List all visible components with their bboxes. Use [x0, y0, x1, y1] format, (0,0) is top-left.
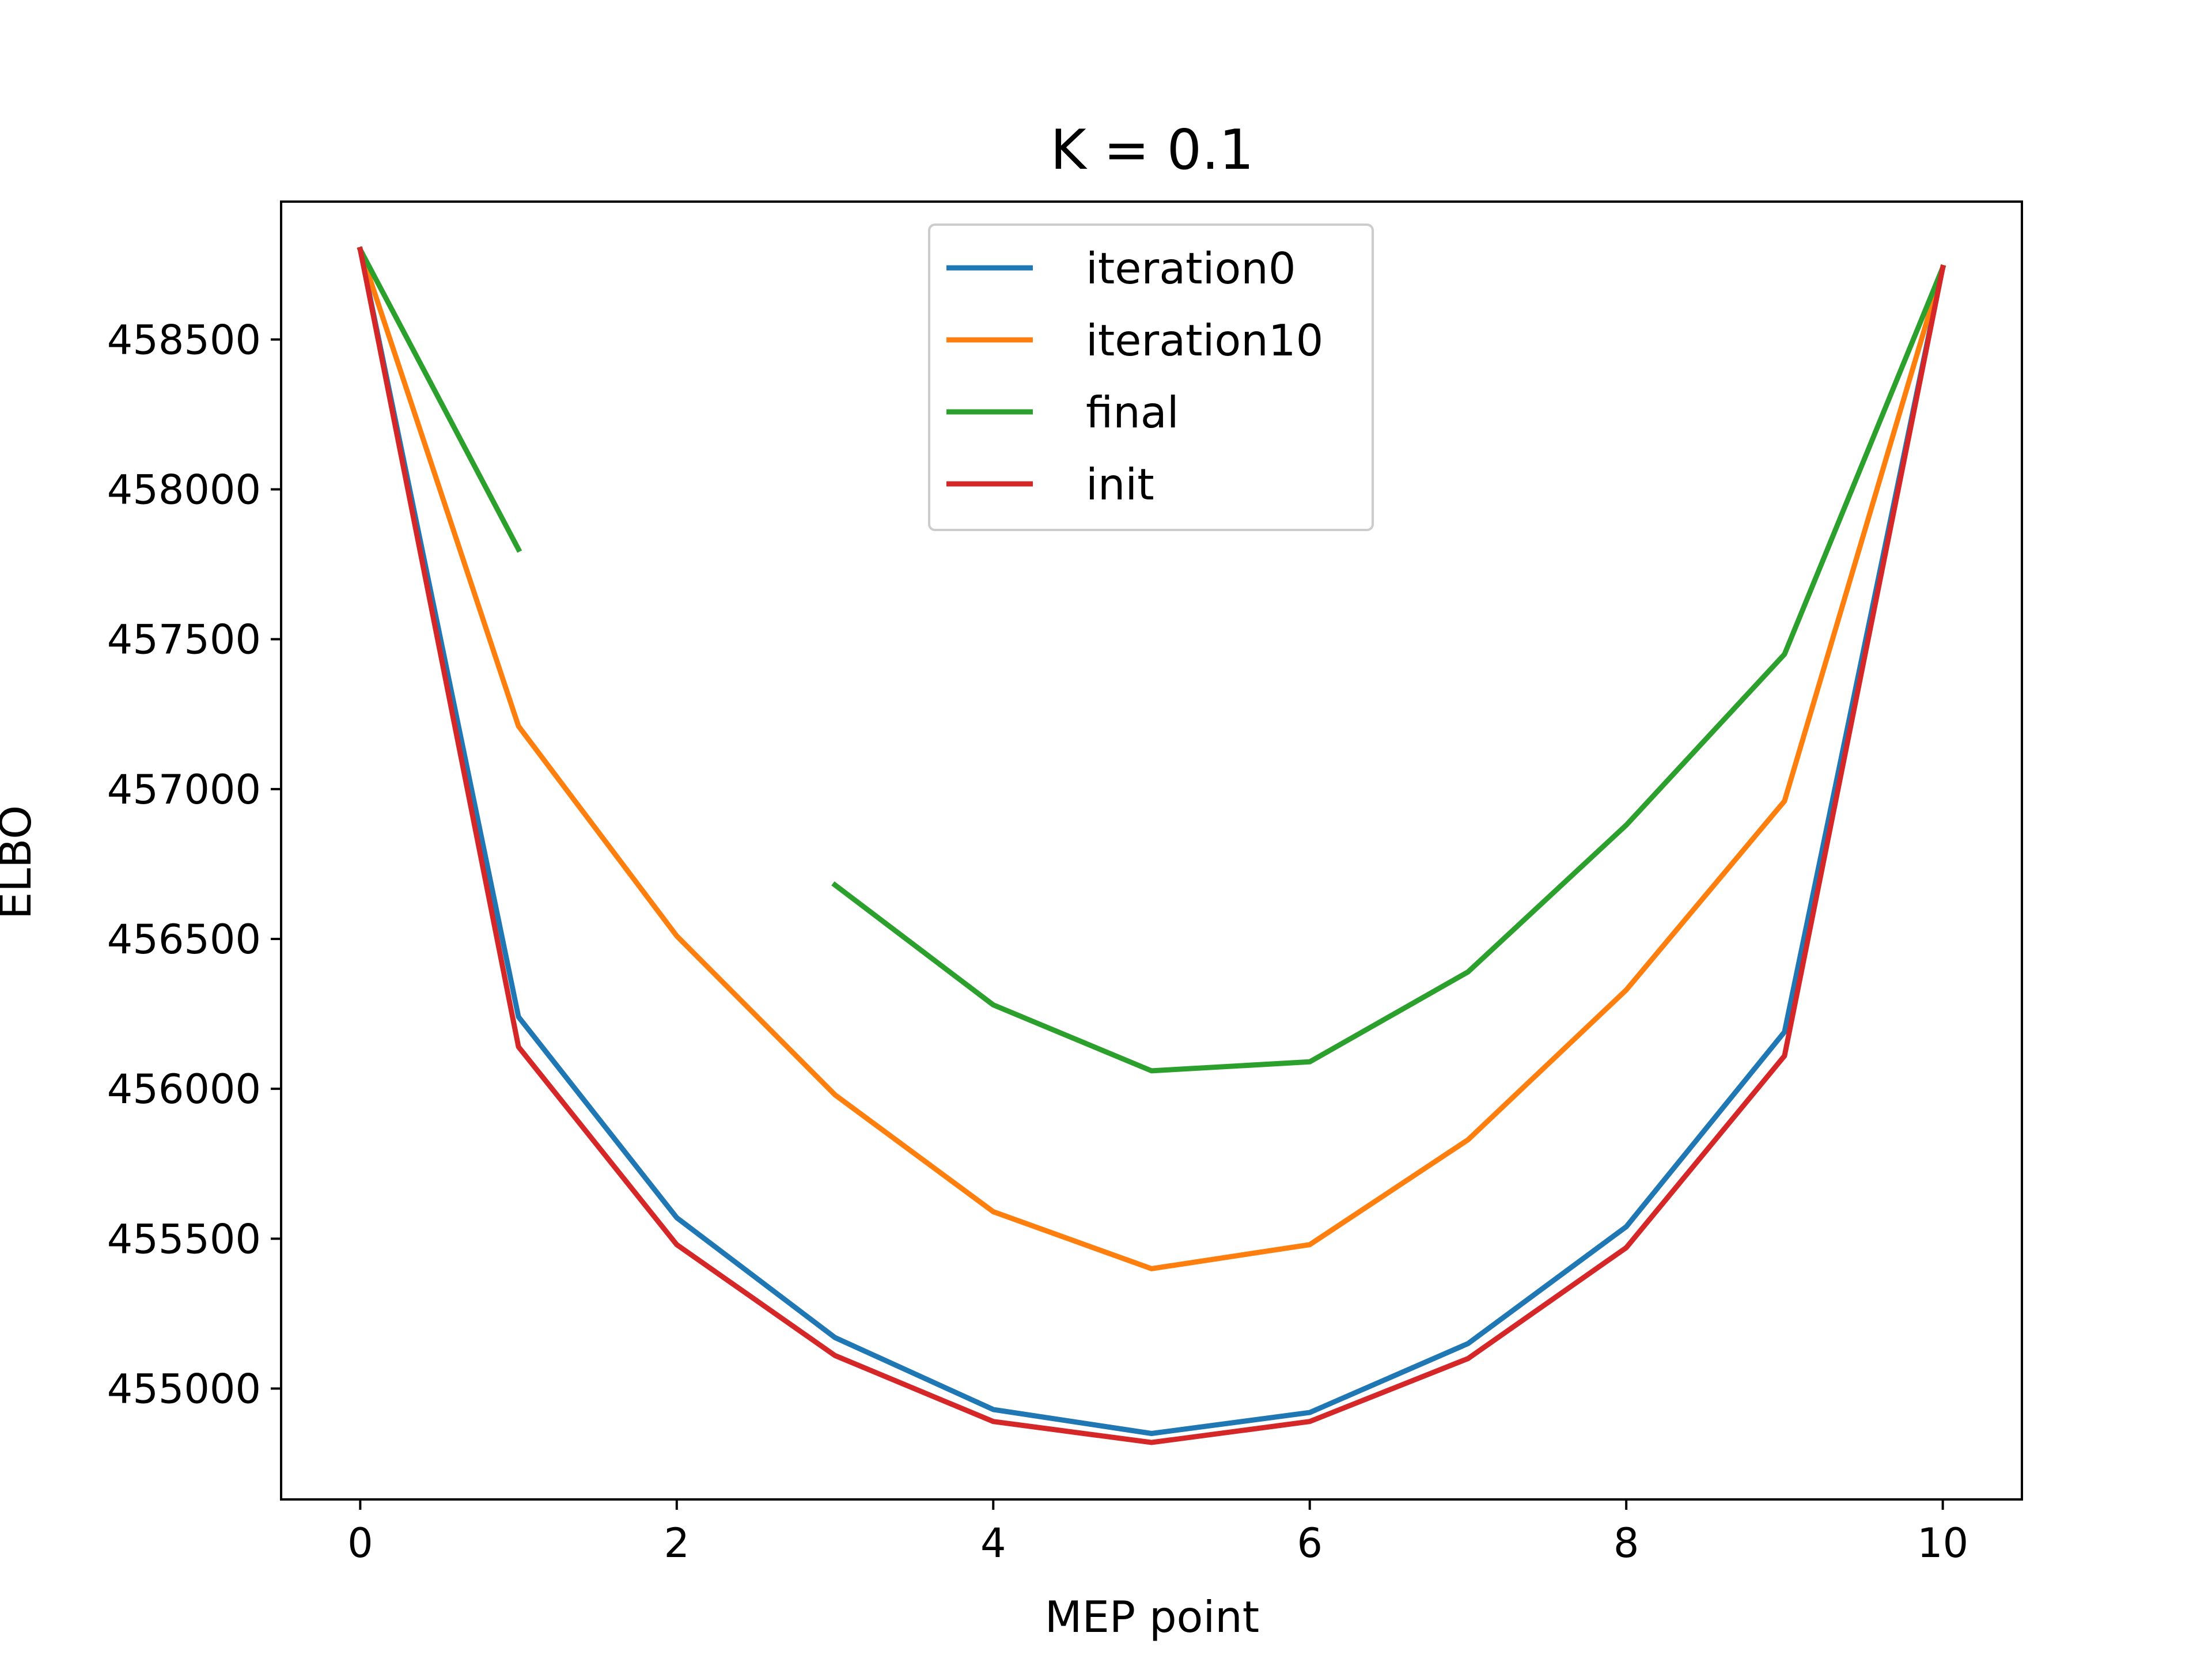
series-line-init: [357, 247, 1946, 1445]
y-tick-label: 458000: [107, 467, 261, 514]
plot-area: 0 2 4 6 8 10 455000 455500 456000 456500 457000 457…: [107, 246, 1968, 1567]
y-axis-title: ELBO: [0, 805, 41, 919]
series-line-final: [831, 264, 1946, 1074]
y-tick-label: 457500: [107, 616, 261, 664]
chart-title: K = 0.1: [1050, 119, 1253, 182]
x-tick-label: 0: [347, 1520, 373, 1567]
legend-label: init: [1086, 459, 1154, 510]
x-tick-label: 6: [1297, 1520, 1323, 1567]
y-tick-label: 458500: [107, 316, 261, 363]
legend: iteration0 iteration10 final init: [928, 224, 1374, 531]
legend-label: iteration0: [1086, 243, 1296, 294]
plot-frame: [280, 200, 2023, 1501]
x-tick-label: 4: [980, 1520, 1006, 1567]
legend-label: iteration10: [1086, 315, 1323, 366]
x-axis-title: MEP point: [1045, 1592, 1259, 1642]
y-tick-label: 456000: [107, 1066, 261, 1113]
legend-box: [928, 224, 1374, 531]
series-line-final: [357, 246, 522, 553]
y-tick-label: 455000: [107, 1365, 261, 1412]
series-line-iteration0: [357, 246, 1946, 1436]
y-tick-label: 455500: [107, 1215, 261, 1263]
y-tick-label: 456500: [107, 916, 261, 963]
x-tick-label: 2: [664, 1520, 690, 1567]
y-tick-label: 457000: [107, 766, 261, 813]
series-line-iteration10: [357, 246, 1946, 1271]
x-tick-label: 10: [1917, 1520, 1968, 1567]
x-tick-label: 8: [1613, 1520, 1639, 1567]
legend-label: final: [1086, 387, 1179, 438]
